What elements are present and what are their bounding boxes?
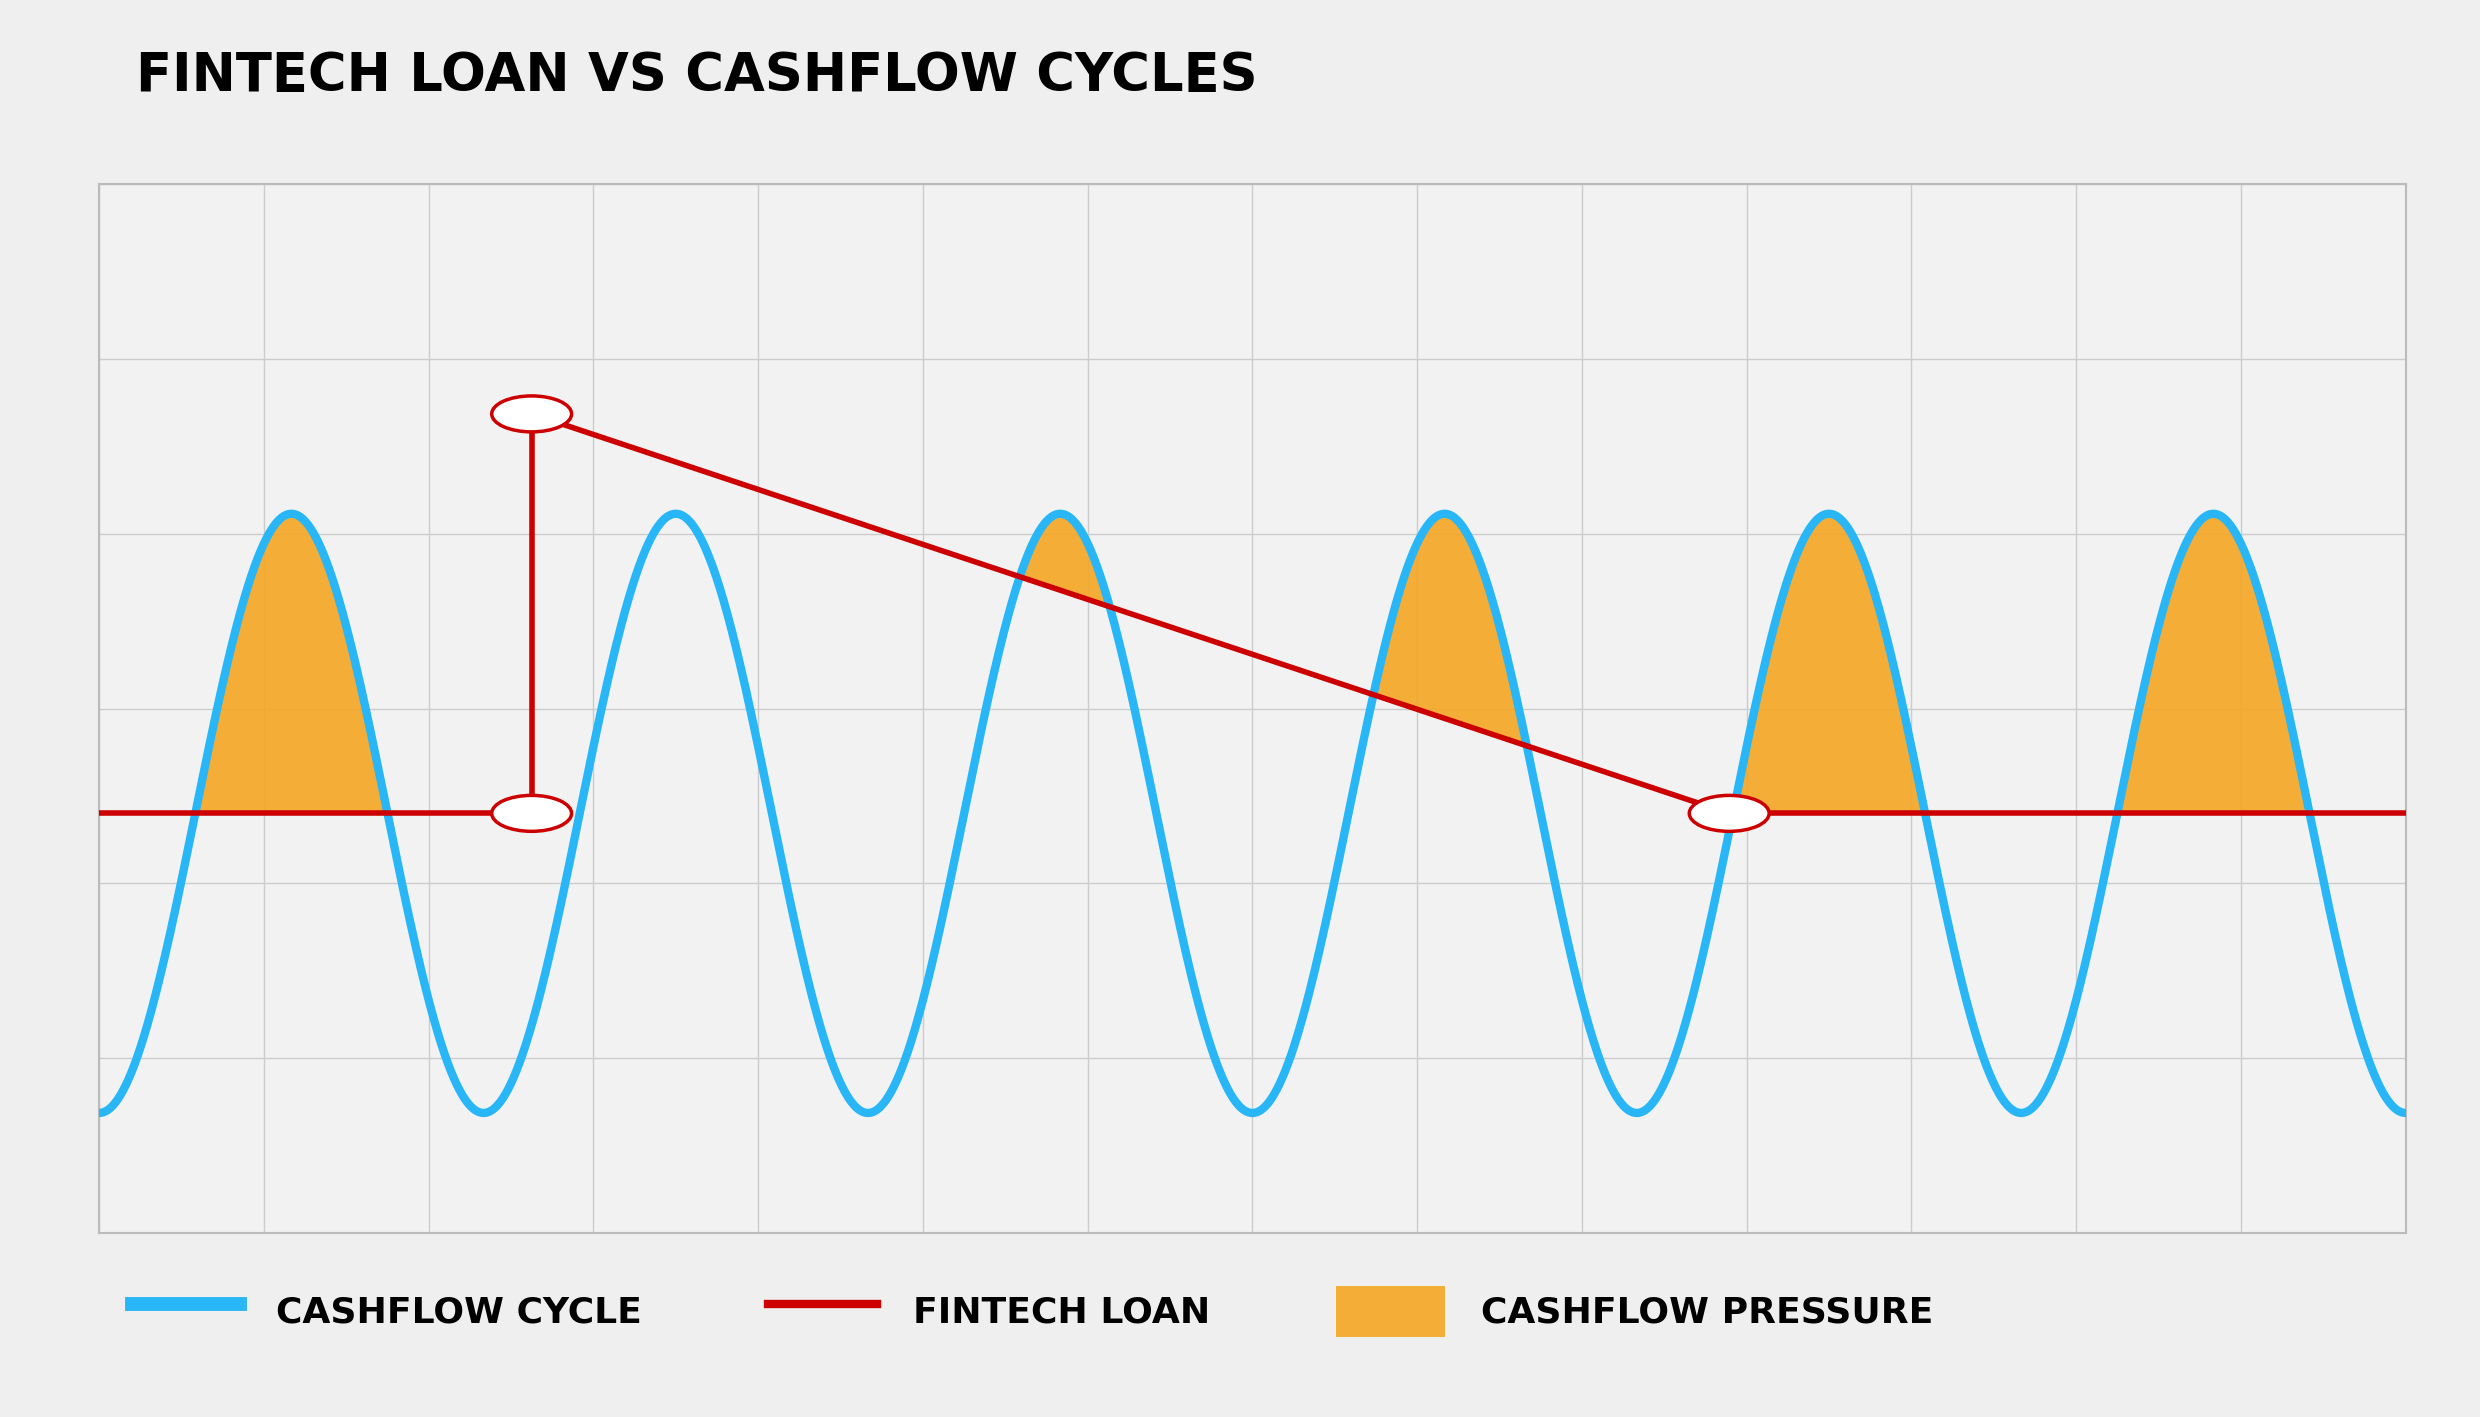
Circle shape <box>1689 795 1768 832</box>
Legend: CASHFLOW CYCLE, FINTECH LOAN, CASHFLOW PRESSURE: CASHFLOW CYCLE, FINTECH LOAN, CASHFLOW P… <box>117 1271 1947 1350</box>
Text: FINTECH LOAN VS CASHFLOW CYCLES: FINTECH LOAN VS CASHFLOW CYCLES <box>136 50 1257 102</box>
Circle shape <box>491 795 570 832</box>
Circle shape <box>491 395 570 432</box>
